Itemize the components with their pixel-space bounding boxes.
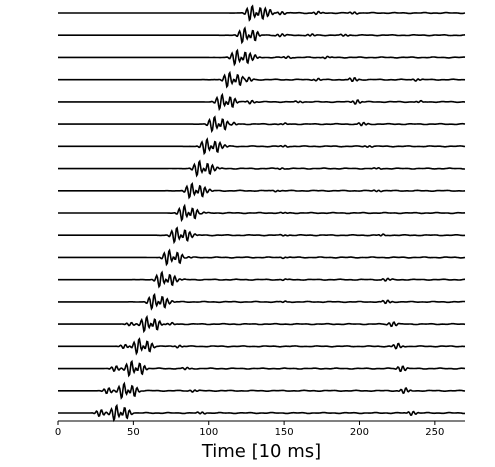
trace-lines [58, 4, 466, 423]
x-tick-label: 100 [199, 427, 218, 438]
x-tick-label: 200 [350, 427, 369, 438]
x-tick-label: 150 [275, 427, 294, 438]
trace-15 [58, 314, 466, 334]
x-axis-ticks: 0 50 100 150 200 250 [55, 421, 444, 438]
trace-1 [58, 4, 466, 22]
x-axis-label: Time [10 ms] [201, 441, 321, 462]
trace-17 [58, 359, 466, 378]
trace-2 [58, 26, 466, 45]
trace-3 [58, 48, 466, 67]
trace-5 [58, 92, 465, 112]
trace-9 [58, 182, 466, 200]
trace-16 [58, 337, 465, 356]
trace-18 [58, 381, 466, 400]
trace-11 [58, 226, 466, 245]
trace-13 [58, 270, 465, 289]
trace-19 [58, 403, 465, 423]
x-tick-label: 50 [127, 427, 140, 438]
trace-14 [58, 292, 466, 311]
trace-8 [58, 159, 465, 178]
trace-12 [58, 248, 466, 267]
trace-6 [58, 115, 466, 134]
trace-7 [58, 137, 466, 156]
trace-10 [58, 203, 466, 223]
x-tick-label: 250 [425, 427, 444, 438]
trace-4 [58, 70, 466, 89]
x-tick-label: 0 [55, 427, 61, 438]
